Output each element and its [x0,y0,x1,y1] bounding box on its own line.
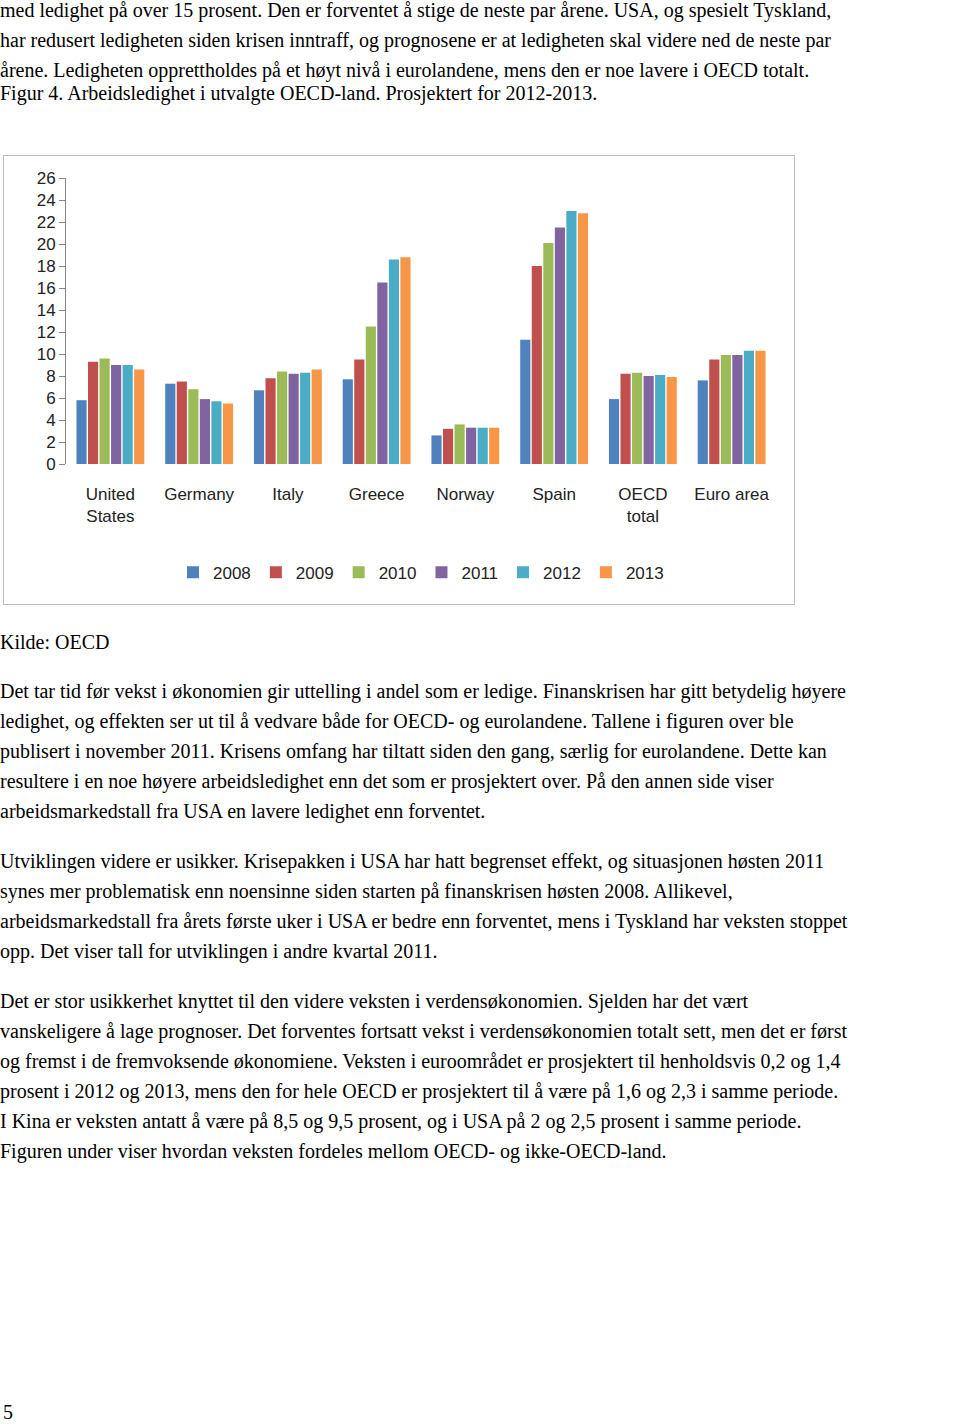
svg-text:22: 22 [37,213,56,232]
html-text:Det tar tid før vekst i økonom: Det tar tid før vekst i økonomien gir ut… [0,680,846,702]
html-text:Kilde: OECD: Kilde: OECD [0,631,110,653]
html-text:årene. Ledigheten opprettholde: årene. Ledigheten opprettholdes på et hø… [0,59,810,81]
svg-text:18: 18 [37,257,56,276]
html-text:og fremst i de fremvoksende øk: og fremst i de fremvoksende økonomiene. … [0,1050,841,1072]
html-text:har redusert ledigheten siden: har redusert ledigheten siden krisen inn… [0,29,831,51]
html-text:ledighet, og effekten ser ut t: ledighet, og effekten ser ut til å vedva… [0,710,794,732]
svg-text:2013: 2013 [626,564,664,583]
svg-text:2008: 2008 [213,564,251,583]
svg-text:Greece: Greece [349,485,405,504]
svg-text:2010: 2010 [379,564,417,583]
html-text:5: 5 [3,1401,13,1423]
html-text:Figuren under viser hvordan ve: Figuren under viser hvordan veksten ford… [0,1140,667,1162]
html-text:opp. Det viser tall for utvikl: opp. Det viser tall for utviklingen i an… [0,940,438,962]
html-text:synes mer problematisk enn noe: synes mer problematisk enn noensinne sid… [0,880,733,902]
svg-text:20: 20 [37,235,56,254]
html-text:Utviklingen videre er usikker.: Utviklingen videre er usikker. Krisepakk… [0,850,825,872]
html-text:med ledighet på over 15 prosen: med ledighet på over 15 prosent. Den er … [0,0,832,21]
html-text:arbeidsmarkedstall fra USA en: arbeidsmarkedstall fra USA en lavere led… [0,800,486,822]
svg-text:12: 12 [37,323,56,342]
html-text:resultere i en noe høyere arbe: resultere i en noe høyere arbeidsledighe… [0,770,774,792]
svg-text:2012: 2012 [543,564,581,583]
svg-text:Italy: Italy [272,485,304,504]
html-text:Figur 4. Arbeidsledighet i utv: Figur 4. Arbeidsledighet i utvalgte OECD… [0,82,598,104]
svg-text:Euro area: Euro area [694,485,769,504]
svg-text:UnitedStates: UnitedStates [86,485,135,526]
svg-text:4: 4 [46,411,55,430]
svg-text:8: 8 [46,367,55,386]
html-text:I Kina er veksten antatt å vær: I Kina er veksten antatt å være på 8,5 o… [0,1110,802,1132]
svg-text:0: 0 [46,455,55,474]
html-text:prosent i 2012 og 2013, mens d: prosent i 2012 og 2013, mens den for hel… [0,1080,839,1102]
svg-text:Norway: Norway [437,485,495,504]
svg-text:OECDtotal: OECDtotal [618,485,667,526]
svg-text:2011: 2011 [461,564,498,583]
svg-text:10: 10 [37,345,56,364]
svg-text:Germany: Germany [164,485,234,504]
svg-text:2: 2 [46,433,55,452]
svg-text:14: 14 [37,301,56,320]
svg-text:6: 6 [46,389,55,408]
svg-text:24: 24 [37,191,56,210]
html-text:arbeidsmarkedstall fra årets f: arbeidsmarkedstall fra årets første uker… [0,910,848,932]
svg-text:2009: 2009 [296,564,334,583]
svg-text:16: 16 [37,279,56,298]
html-text:Det er stor usikkerhet knyttet: Det er stor usikkerhet knyttet til den v… [0,990,749,1012]
svg-text:26: 26 [37,169,56,188]
svg-text:Spain: Spain [532,485,575,504]
html-text:publisert i november 2011. Kri: publisert i november 2011. Krisens omfan… [0,740,827,762]
html-text:vanskeligere å lage prognoser.: vanskeligere å lage prognoser. Det forve… [0,1020,847,1042]
